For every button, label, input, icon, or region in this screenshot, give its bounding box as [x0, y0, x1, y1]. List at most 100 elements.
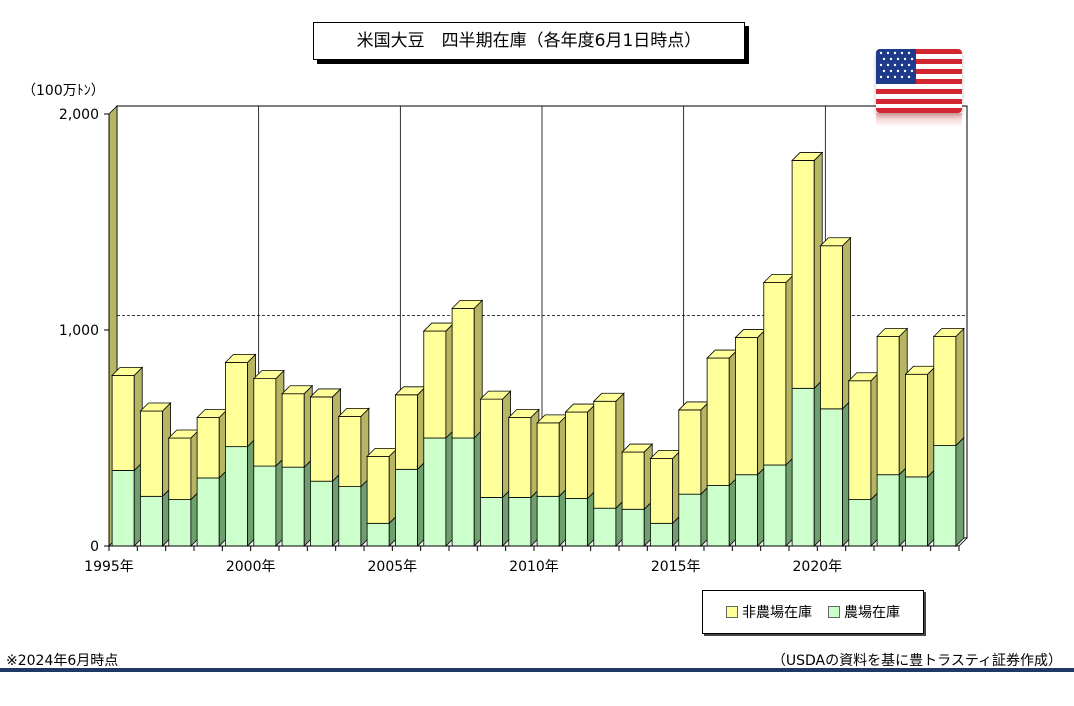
bar-off-farm-side — [955, 327, 965, 447]
bar-top — [252, 370, 285, 380]
bar-off-farm — [140, 410, 163, 497]
legend-swatch-off-farm — [726, 606, 738, 618]
bar-off-farm — [310, 396, 333, 482]
legend-item-on-farm: 農場在庫 — [828, 602, 900, 622]
bar-on-farm-side — [955, 436, 965, 547]
bar-off-farm — [253, 378, 277, 467]
bar-top — [139, 402, 172, 412]
bar-off-farm — [735, 337, 758, 476]
bar-top — [281, 385, 314, 395]
bar-top — [111, 366, 144, 376]
bar-off-farm — [848, 380, 872, 500]
bar-off-farm — [423, 330, 447, 439]
bar-on-farm — [848, 499, 872, 547]
bar-on-farm — [395, 468, 418, 547]
legend-label-off-farm: 非農場在庫 — [742, 605, 812, 621]
bar-top — [932, 328, 965, 337]
bar-on-farm — [451, 437, 475, 547]
bar-off-farm — [791, 160, 815, 389]
bar-top — [819, 237, 852, 247]
bar-off-farm — [508, 417, 532, 498]
bar-on-farm — [565, 498, 588, 547]
bar-top — [451, 299, 484, 309]
x-tick-label: 2010年 — [509, 559, 559, 575]
bar-on-farm — [820, 408, 843, 547]
bar-off-farm — [678, 409, 702, 495]
source-note: （USDAの資料を基に豊トラスティ証券作成） — [771, 653, 1062, 669]
bar-top — [224, 353, 257, 363]
bar-off-farm — [536, 422, 560, 497]
bar-off-farm — [196, 417, 220, 479]
flag-reflection — [876, 113, 962, 127]
x-tick-label: 1995年 — [84, 559, 134, 575]
bar-off-farm — [650, 458, 673, 524]
chart-legend: 非農場在庫 農場在庫 — [702, 590, 924, 634]
bar-on-farm — [621, 508, 645, 547]
bar-on-farm — [366, 522, 390, 547]
bar-on-farm — [536, 495, 560, 547]
bar-off-farm — [395, 394, 418, 470]
legend-label-on-farm: 農場在庫 — [844, 605, 900, 621]
bar-on-farm — [111, 469, 135, 547]
bar-off-farm — [480, 398, 503, 498]
bar-on-farm — [735, 474, 758, 547]
x-tick-label: 2005年 — [368, 559, 418, 575]
bar-off-farm — [706, 357, 730, 486]
x-tick-label: 2000年 — [226, 559, 276, 575]
y-tick-label: 0 — [90, 539, 99, 555]
bar-on-farm — [791, 387, 815, 547]
bar-top — [507, 409, 540, 418]
bar-on-farm — [253, 465, 277, 547]
bar-on-farm — [933, 445, 957, 547]
bar-on-farm — [338, 486, 362, 547]
bar-on-farm — [196, 477, 220, 547]
bar-on-farm — [763, 464, 787, 547]
bar-on-farm — [678, 493, 702, 547]
bar-off-farm — [876, 336, 900, 476]
bar-on-farm — [706, 485, 730, 547]
bar-on-farm — [508, 496, 532, 547]
bar-off-farm — [593, 400, 617, 509]
unit-label: （100万ﾄﾝ） — [22, 83, 105, 99]
bar-off-farm — [366, 455, 390, 524]
bar-top — [876, 328, 909, 337]
bar-off-farm — [225, 361, 248, 448]
bar-off-farm — [338, 415, 362, 487]
y-tick-label: 2,000 — [59, 107, 99, 123]
bar-off-farm — [763, 282, 787, 466]
bar-on-farm — [225, 446, 248, 547]
legend-swatch-on-farm — [828, 606, 840, 618]
bar-on-farm — [310, 480, 333, 547]
bar-top — [309, 388, 342, 398]
bar-on-farm — [480, 496, 503, 547]
bar-off-farm — [565, 411, 588, 499]
bar-off-farm — [111, 374, 135, 471]
legend-item-off-farm: 非農場在庫 — [726, 602, 812, 622]
bar-top — [337, 407, 370, 417]
bottom-rule — [0, 668, 1074, 672]
bar-on-farm — [905, 476, 928, 547]
bar-on-farm — [593, 507, 617, 547]
x-tick-label: 2020年 — [793, 559, 843, 575]
bar-on-farm — [168, 499, 192, 547]
bar-off-farm — [905, 373, 928, 478]
bar-off-farm — [820, 245, 843, 410]
bar-on-farm — [876, 474, 900, 547]
bar-on-farm — [140, 495, 163, 547]
bar-off-farm — [933, 336, 957, 446]
bar-on-farm — [281, 466, 305, 547]
x-tick-label: 2015年 — [651, 559, 701, 575]
bar-on-farm — [650, 522, 673, 547]
bar-on-farm — [423, 437, 447, 547]
footnote: ※2024年6月時点 — [6, 653, 119, 669]
bar-off-farm — [168, 437, 192, 500]
chart-title: 米国大豆 四半期在庫（各年度6月1日時点） — [313, 22, 745, 60]
bar-top — [791, 152, 824, 161]
y-tick-label: 1,000 — [59, 323, 99, 339]
bar-top — [479, 390, 512, 400]
bar-top — [592, 392, 625, 402]
bar-top — [621, 443, 654, 453]
us-flag-icon — [876, 49, 962, 113]
bar-off-farm — [621, 451, 645, 510]
